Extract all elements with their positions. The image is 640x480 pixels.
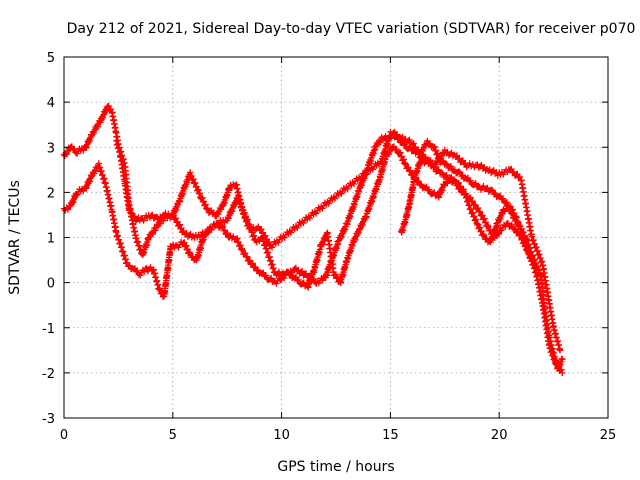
y-axis-label: SDTVAR / TECUs [7,180,23,295]
y-tick-label-2: -1 [42,322,55,337]
series-track-c [113,128,564,354]
y-tick-label-5: 2 [47,186,55,201]
y-tick-label-0: -3 [42,412,55,427]
x-tick-label-4: 20 [491,428,508,443]
series-markers-track-d [398,151,538,269]
y-tick-label-1: -2 [42,367,55,382]
axis-ticks: 0 5 10 15 20 25 -3 -2 -1 0 1 2 3 4 5 [42,51,616,443]
series-markers-track-b [60,143,566,377]
x-tick-label-5: 25 [600,428,617,443]
data-points [60,102,566,377]
y-tick-label-4: 1 [47,232,55,247]
series-markers-track-c [113,128,564,354]
x-tick-label-3: 15 [382,428,399,443]
series-track-b [60,143,566,377]
y-tick-label-8: 5 [47,51,55,66]
x-axis-label: GPS time / hours [277,459,394,475]
x-tick-label-0: 0 [60,428,68,443]
chart-title: Day 212 of 2021, Sidereal Day-to-day VTE… [67,21,636,37]
y-tick-label-6: 3 [47,141,55,156]
x-tick-label-1: 5 [169,428,177,443]
y-tick-label-3: 0 [47,277,55,292]
y-tick-label-7: 4 [47,96,55,111]
series-track-d [398,151,538,269]
x-tick-label-2: 10 [273,428,290,443]
